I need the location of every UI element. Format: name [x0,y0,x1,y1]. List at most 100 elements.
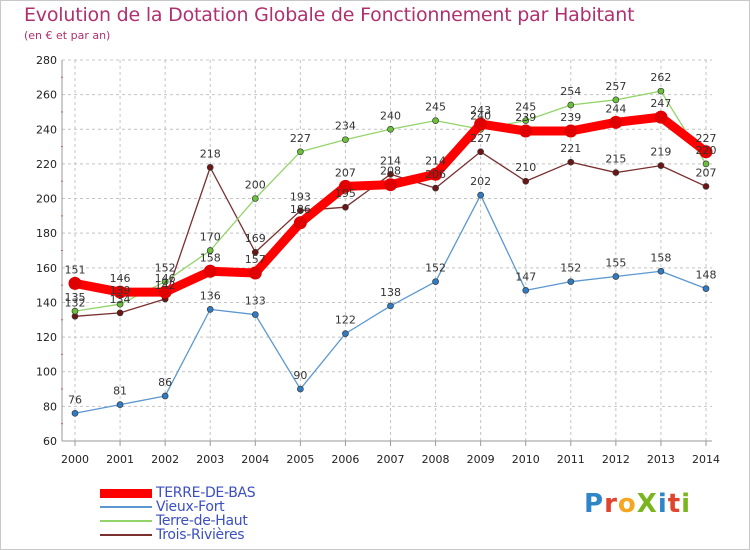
x-tick-label: 2000 [61,453,89,466]
data-label-terre-de-bas: 239 [560,111,581,124]
data-point-vieux-fort [206,306,214,313]
data-point-vieux-fort [297,385,304,393]
data-point-trois-rivi-res [116,309,124,317]
data-label-vieux-fort: 122 [335,314,356,327]
data-label-terre-de-haut: 152 [155,262,176,275]
data-label-trois-rivi-res: 206 [425,168,446,181]
legend-label: Trois-Rivières [156,527,245,543]
data-label-trois-rivi-res: 207 [696,166,717,179]
data-label-terre-de-bas: 247 [650,97,671,110]
x-tick-label: 2009 [467,453,495,466]
x-tick-label: 2012 [602,453,630,466]
data-label-terre-de-bas: 239 [515,111,536,124]
legend-label: Vieux-Fort [156,499,225,515]
data-label-vieux-fort: 148 [696,269,717,282]
data-label-trois-rivi-res: 132 [65,296,86,309]
logo-letter: i [657,489,668,519]
logo-letter: o [617,489,637,519]
data-label-terre-de-haut: 139 [110,284,131,297]
data-point-vieux-fort [657,267,665,275]
data-label-terre-de-bas: 207 [335,166,356,179]
data-point-terre-de-bas [564,124,578,138]
data-label-vieux-fort: 147 [515,270,536,283]
data-point-trois-rivi-res [387,170,394,178]
data-label-vieux-fort: 133 [245,295,266,308]
data-label-trois-rivi-res: 221 [560,142,581,155]
data-point-terre-de-haut [387,125,394,133]
data-label-trois-rivi-res: 142 [155,279,176,292]
legend-swatch [100,534,152,536]
x-tick-label: 2001 [106,453,134,466]
y-tick-label: 180 [36,227,57,240]
data-point-trois-rivi-res [657,162,665,169]
data-point-vieux-fort [161,392,169,400]
data-label-trois-rivi-res: 218 [200,147,221,160]
data-label-trois-rivi-res: 215 [605,153,626,166]
x-tick-label: 2003 [196,453,224,466]
logo-letter: t [667,489,682,519]
data-label-terre-de-bas: 243 [470,104,491,117]
data-label-trois-rivi-res: 214 [380,154,401,167]
data-point-terre-de-bas [699,145,713,159]
data-label-vieux-fort: 152 [425,262,446,275]
data-label-terre-de-haut: 254 [560,85,581,98]
data-point-trois-rivi-res [432,184,439,192]
data-label-trois-rivi-res: 169 [245,232,266,245]
data-point-trois-rivi-res [342,203,349,211]
legend-label: Terre-de-Haut [156,513,248,529]
x-tick-label: 2010 [512,453,540,466]
data-label-vieux-fort: 86 [158,376,172,389]
data-point-trois-rivi-res [612,169,620,176]
x-tick-label: 2013 [647,453,675,466]
data-point-terre-de-bas [338,179,352,193]
data-label-terre-de-bas: 227 [696,132,717,145]
data-point-terre-de-haut [432,117,439,124]
data-point-trois-rivi-res [702,183,710,190]
data-label-terre-de-haut: 245 [425,101,446,114]
data-point-trois-rivi-res [522,177,530,185]
x-tick-label: 2005 [286,453,314,466]
data-label-vieux-fort: 152 [560,262,581,275]
axes: 60 80 100 120 140 160 180 200 220 240 260 280 2000 20… [36,54,720,466]
data-point-trois-rivi-res [297,207,304,215]
data-point-terre-de-haut [251,195,259,202]
data-point-terre-de-haut [116,300,124,308]
data-point-terre-de-haut [702,160,710,168]
x-tick-label: 2006 [331,453,359,466]
data-point-trois-rivi-res [477,148,484,156]
y-tick-label: 280 [36,54,57,67]
data-point-terre-de-bas [113,285,127,299]
data-label-terre-de-haut: 240 [470,109,491,122]
data-label-terre-de-haut: 200 [245,179,266,192]
data-label-terre-de-bas: 208 [380,165,401,178]
data-point-terre-de-bas [293,216,307,230]
data-label-trois-rivi-res: 210 [515,161,536,174]
data-label-terre-de-haut: 135 [65,291,86,304]
x-tick-label: 2002 [151,453,179,466]
data-point-vieux-fort [612,273,620,280]
data-point-terre-de-bas [609,115,623,129]
data-point-vieux-fort [477,191,484,199]
data-point-trois-rivi-res [206,164,214,171]
data-label-terre-de-haut: 227 [290,132,311,145]
data-point-trois-rivi-res [251,248,259,256]
data-label-terre-de-haut: 245 [515,101,536,114]
data-label-vieux-fort: 138 [380,286,401,299]
data-label-terre-de-bas: 151 [65,263,86,276]
data-point-terre-de-bas [384,178,397,192]
data-point-vieux-fort [567,278,575,286]
chart-title: Evolution de la Dotation Globale de Fonc… [24,4,635,26]
logo-letter: X [636,489,658,519]
data-point-vieux-fort [342,330,349,337]
proxiti-logo: ProXiti [584,489,691,519]
y-tick-label: 80 [43,400,57,413]
data-label-vieux-fort: 155 [605,256,626,269]
legend-swatch [100,489,152,498]
data-label-trois-rivi-res: 219 [650,146,671,159]
data-point-terre-de-haut [342,136,349,144]
data-point-trois-rivi-res [567,158,575,166]
x-tick-label: 2014 [692,453,720,466]
data-label-trois-rivi-res: 227 [470,132,491,145]
data-label-terre-de-haut: 240 [380,109,401,122]
